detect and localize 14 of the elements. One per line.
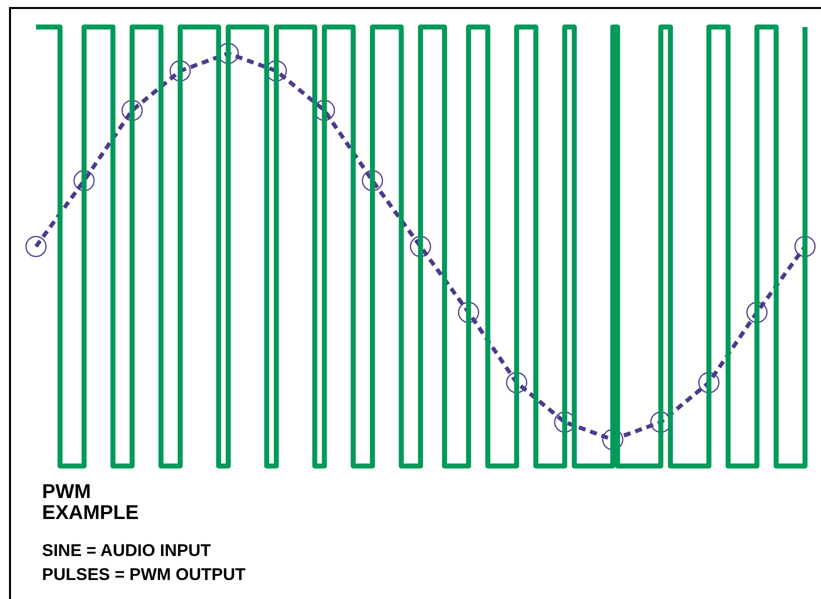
point xyxy=(362,170,384,192)
point xyxy=(746,302,768,323)
point xyxy=(73,170,95,192)
point xyxy=(25,236,47,258)
point xyxy=(122,100,143,122)
text: SINE = AUDIO INPUT xyxy=(42,540,212,562)
point xyxy=(794,236,816,258)
point xyxy=(410,236,432,258)
point xyxy=(506,372,528,394)
point xyxy=(698,372,720,394)
text: PULSES = PWM OUTPUT xyxy=(42,564,246,586)
text: PWM EXAMPLE xyxy=(42,481,139,524)
point xyxy=(170,60,191,82)
point xyxy=(458,302,480,323)
